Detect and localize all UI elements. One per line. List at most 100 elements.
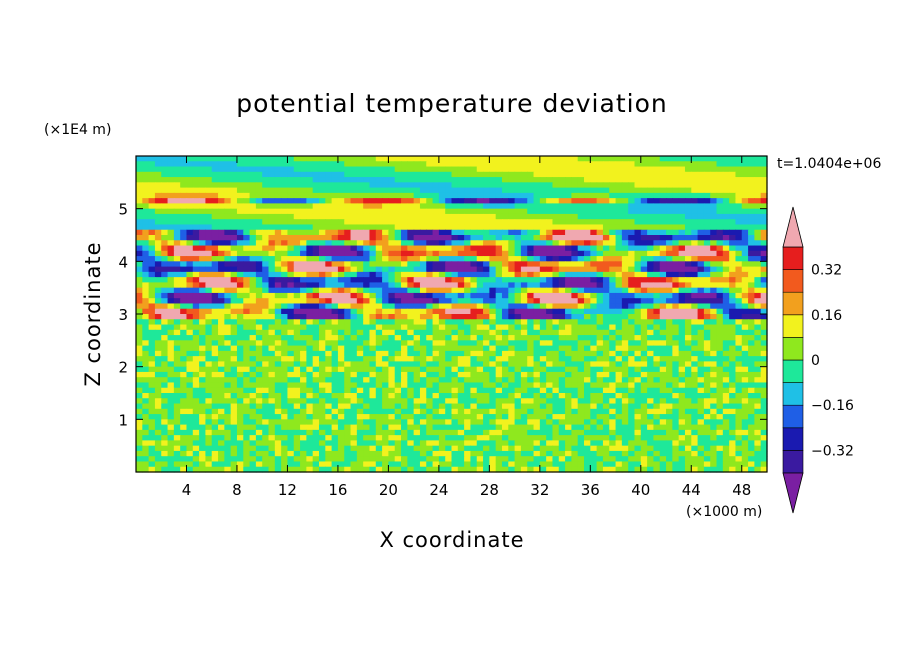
field-cell	[602, 308, 610, 315]
field-cell	[565, 256, 572, 262]
field-cell	[394, 287, 402, 294]
field-cell	[628, 277, 636, 283]
field-cell	[173, 161, 181, 168]
field-cell	[602, 208, 610, 215]
field-cell	[356, 319, 364, 326]
field-cell	[293, 329, 301, 336]
field-cell	[691, 182, 699, 189]
field-cell	[514, 314, 522, 320]
field-cell	[590, 398, 598, 405]
field-cell	[678, 282, 686, 289]
field-cell	[268, 335, 276, 341]
field-cell	[565, 271, 572, 278]
field-cell	[350, 208, 358, 215]
field-cell	[148, 198, 156, 204]
field-cell	[167, 308, 175, 315]
field-cell	[154, 177, 162, 183]
field-cell	[584, 250, 591, 257]
field-cell	[180, 403, 188, 410]
field-cell	[754, 403, 762, 410]
field-cell	[703, 182, 711, 189]
field-cell	[590, 224, 598, 231]
field-cell	[382, 219, 389, 226]
field-cell	[552, 356, 560, 362]
field-cell	[565, 377, 572, 384]
field-cell	[760, 403, 768, 410]
field-cell	[457, 177, 465, 183]
field-cell	[363, 393, 371, 399]
field-cell	[224, 266, 232, 273]
field-cell	[350, 287, 358, 294]
field-cell	[748, 261, 755, 268]
field-cell	[192, 371, 200, 378]
field-cell	[495, 366, 503, 373]
field-cell	[243, 287, 251, 294]
field-cell	[312, 250, 320, 257]
field-cell	[432, 308, 440, 315]
field-cell	[760, 182, 768, 189]
field-cell	[609, 271, 617, 278]
field-cell	[249, 261, 257, 268]
field-cell	[483, 371, 490, 378]
field-cell	[451, 361, 459, 368]
field-cell	[565, 350, 572, 357]
field-cell	[703, 287, 711, 294]
field-cell	[407, 219, 415, 226]
field-cell	[293, 171, 301, 178]
field-cell	[666, 203, 673, 210]
field-cell	[729, 298, 737, 305]
field-cell	[281, 187, 289, 194]
field-cell	[514, 203, 522, 210]
field-cell	[199, 345, 207, 352]
field-cell	[653, 235, 661, 241]
field-cell	[218, 403, 225, 410]
field-cell	[590, 319, 598, 326]
field-cell	[180, 213, 188, 220]
field-cell	[546, 382, 554, 389]
field-cell	[735, 393, 743, 399]
field-cell	[672, 398, 680, 405]
field-cell	[255, 335, 263, 341]
field-cell	[300, 329, 307, 336]
field-cell	[407, 382, 415, 389]
field-cell	[148, 298, 156, 305]
field-cell	[287, 271, 295, 278]
field-cell	[558, 156, 566, 162]
field-cell	[748, 408, 755, 415]
field-cell	[558, 287, 566, 294]
field-cell	[489, 161, 497, 168]
field-cell	[539, 319, 547, 326]
field-cell	[609, 324, 617, 331]
field-cell	[527, 393, 535, 399]
field-cell	[508, 203, 516, 210]
field-cell	[356, 198, 364, 204]
field-cell	[136, 256, 143, 262]
field-cell	[243, 371, 251, 378]
field-cell	[691, 224, 699, 231]
field-cell	[710, 324, 718, 331]
field-cell	[426, 335, 434, 341]
field-cell	[483, 198, 490, 204]
field-cell	[476, 366, 484, 373]
field-cell	[211, 314, 219, 320]
field-cell	[520, 192, 528, 199]
field-cell	[464, 156, 472, 162]
field-cell	[426, 161, 434, 168]
field-cell	[464, 350, 472, 357]
field-cell	[205, 350, 213, 357]
field-cell	[634, 303, 642, 310]
field-cell	[287, 398, 295, 405]
field-cell	[243, 256, 251, 262]
field-cell	[678, 393, 686, 399]
field-cell	[710, 292, 718, 299]
field-cell	[205, 213, 213, 220]
field-cell	[722, 240, 730, 247]
field-cell	[533, 192, 541, 199]
field-cell	[735, 245, 743, 252]
field-cell	[136, 261, 143, 268]
field-cell	[249, 224, 257, 231]
field-cell	[218, 229, 225, 236]
field-cell	[363, 366, 371, 373]
field-cell	[401, 387, 408, 394]
field-cell	[205, 403, 213, 410]
